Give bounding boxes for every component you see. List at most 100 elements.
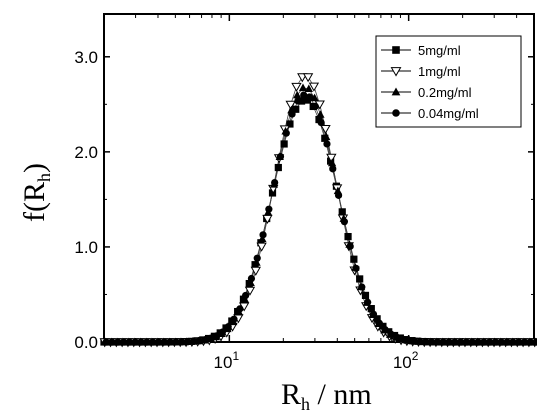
data-point xyxy=(358,283,366,291)
data-point xyxy=(532,338,537,346)
data-point xyxy=(304,84,313,93)
data-point xyxy=(252,258,261,266)
data-point xyxy=(201,336,209,344)
data-point xyxy=(320,124,331,135)
data-point xyxy=(207,334,215,342)
y-axis-title-subscript: h xyxy=(34,173,54,182)
data-point xyxy=(131,338,139,346)
data-point xyxy=(311,102,319,110)
plot-frame xyxy=(103,13,535,343)
data-point xyxy=(300,91,308,99)
data-point xyxy=(326,153,337,163)
data-point xyxy=(265,205,273,213)
y-tick-label: 1.0 xyxy=(74,238,98,257)
legend-label: 1mg/ml xyxy=(418,64,461,79)
data-point xyxy=(515,338,523,346)
data-point xyxy=(298,83,308,92)
data-point xyxy=(344,232,352,241)
data-point xyxy=(276,153,285,161)
data-point xyxy=(334,191,343,199)
data-point xyxy=(224,323,232,331)
data-point xyxy=(178,338,186,346)
data-point xyxy=(125,338,133,346)
data-point xyxy=(509,338,517,346)
y-axis-title: f(Rh) xyxy=(18,163,54,222)
tick-labels: 0.0 1.0 2.0 3.0 101 102 xyxy=(74,48,418,372)
data-point xyxy=(291,82,302,92)
data-point xyxy=(310,93,319,102)
data-point xyxy=(218,328,226,336)
data-point xyxy=(497,338,505,346)
data-point xyxy=(303,96,311,104)
data-point xyxy=(346,242,354,250)
data-point xyxy=(149,338,157,346)
data-point xyxy=(250,266,261,276)
data-point xyxy=(491,338,500,346)
data-point xyxy=(356,275,364,283)
data-point xyxy=(427,338,436,346)
data-point xyxy=(338,208,346,216)
data-point xyxy=(327,158,337,167)
data-point xyxy=(247,274,256,283)
data-point xyxy=(379,322,387,330)
data-point xyxy=(474,338,482,346)
data-point xyxy=(302,73,314,83)
data-point xyxy=(315,115,323,124)
data-point xyxy=(236,305,244,313)
data-point xyxy=(445,338,453,346)
data-point xyxy=(305,93,314,101)
data-point xyxy=(369,310,378,318)
data-point xyxy=(242,291,250,300)
data-point xyxy=(439,338,447,346)
data-point xyxy=(268,189,277,197)
data-point xyxy=(364,298,372,306)
data-point xyxy=(393,333,401,341)
data-point xyxy=(108,338,116,346)
legend-label: 0.04mg/ml xyxy=(418,106,479,121)
y-tick-label: 2.0 xyxy=(74,143,98,162)
legend-box xyxy=(375,35,522,128)
data-point xyxy=(286,120,294,128)
series-line xyxy=(104,99,534,343)
data-point xyxy=(212,332,221,340)
data-point xyxy=(520,338,529,346)
x-axis-title-subscript: h xyxy=(301,394,310,414)
data-point xyxy=(172,338,180,346)
y-tick-label: 0.0 xyxy=(74,333,98,352)
x-axis-title: Rh / nm xyxy=(281,378,372,414)
data-point xyxy=(166,338,174,346)
data-point xyxy=(468,338,476,346)
data-point xyxy=(230,315,238,323)
series-line xyxy=(106,94,537,343)
legend-marker xyxy=(391,87,401,96)
legend-marker xyxy=(392,46,400,54)
data-point xyxy=(256,242,267,252)
data-point xyxy=(292,105,300,113)
x-tick-label: 102 xyxy=(393,349,419,372)
data-point xyxy=(503,338,511,346)
data-point xyxy=(271,178,279,187)
data-point xyxy=(367,305,375,313)
data-point xyxy=(189,337,197,345)
data-point xyxy=(119,338,128,346)
data-point xyxy=(381,325,389,334)
legend: 5mg/ml 1mg/ml 0.2mg/ml 0.04mg/ml xyxy=(375,35,522,128)
legend-label: 0.2mg/ml xyxy=(418,85,472,100)
data-point xyxy=(308,82,320,92)
data-point xyxy=(387,330,395,338)
data-point xyxy=(297,97,306,105)
data-point xyxy=(433,338,441,346)
data-point xyxy=(350,255,358,263)
data-point xyxy=(253,254,261,262)
data-point xyxy=(526,338,534,346)
data-point xyxy=(329,165,337,173)
data-point xyxy=(340,218,348,226)
data-point xyxy=(480,338,488,346)
data-point xyxy=(416,337,424,346)
data-point xyxy=(143,338,151,346)
data-point xyxy=(323,140,331,148)
data-point xyxy=(280,140,288,148)
data-point xyxy=(352,264,360,272)
data-point xyxy=(282,129,290,137)
data-point xyxy=(246,278,255,287)
